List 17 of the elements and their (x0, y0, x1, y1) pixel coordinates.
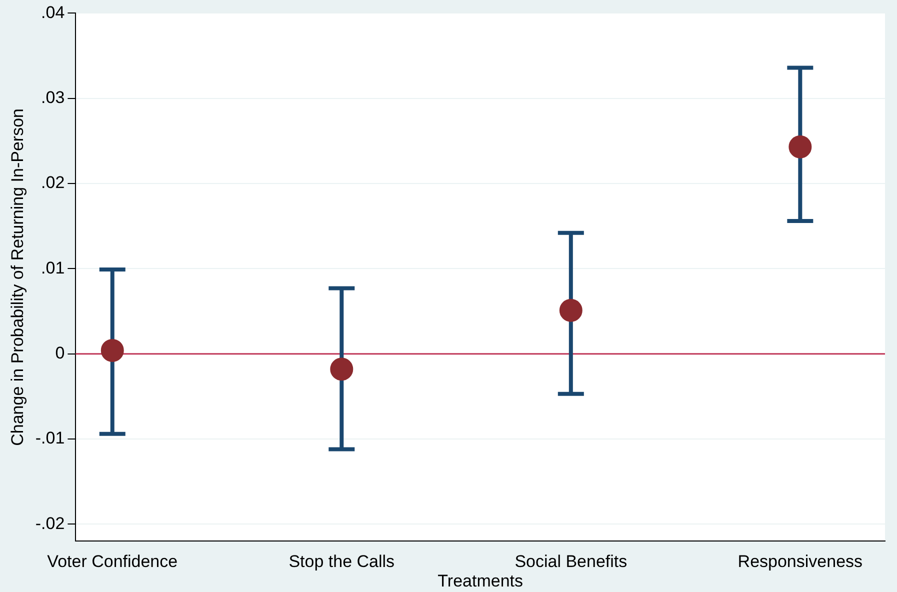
x-tick-label: Voter Confidence (47, 552, 178, 572)
point (559, 298, 582, 322)
point (100, 338, 124, 362)
y-tick-label: .04 (41, 2, 65, 22)
y-tick-label: 0 (55, 344, 65, 363)
x-tick-label: Responsiveness (738, 552, 863, 572)
y-tick-label: -.02 (35, 514, 65, 533)
y-tick-label: .03 (41, 88, 65, 108)
y-tick-label: .01 (41, 258, 65, 278)
point (330, 358, 354, 381)
y-tick-label: .02 (41, 173, 65, 192)
y-tick-label: -.01 (35, 428, 65, 448)
x-tick-label: Social Benefits (514, 552, 628, 572)
point (788, 135, 812, 158)
x-tick-label: Stop the Calls (288, 552, 395, 572)
y-axis-title: Change in Probability of Returning In-Person (8, 108, 27, 446)
x-axis-title: Treatments (438, 571, 524, 590)
